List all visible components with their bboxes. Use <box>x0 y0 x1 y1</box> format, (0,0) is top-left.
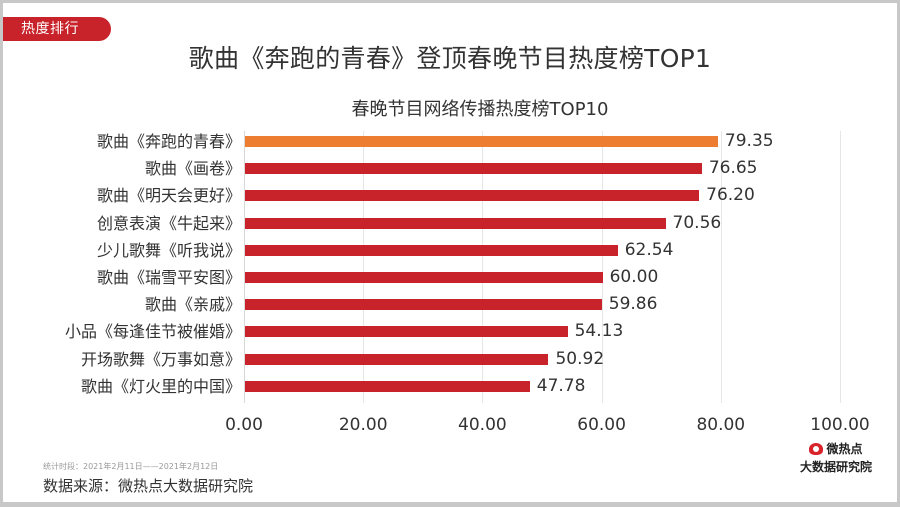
bar-row: 歌曲《灯火里的中国》 47.78 <box>3 373 897 400</box>
value-label: 76.65 <box>708 158 758 179</box>
category-label: 歌曲《瑞雪平安图》 <box>96 268 241 287</box>
category-label: 歌曲《奔跑的青春》 <box>96 132 241 151</box>
bar-row: 歌曲《亲戚》 59.86 <box>3 291 897 318</box>
gridline <box>482 131 484 403</box>
infographic-card: 热度排行 歌曲《奔跑的青春》登顶春晚节目热度榜TOP1 春晚节目网络传播热度榜T… <box>3 3 897 502</box>
gridline <box>363 131 365 403</box>
logo-line2: 大数据研究院 <box>799 460 872 474</box>
bar <box>245 326 568 338</box>
value-label: 62.54 <box>624 239 674 260</box>
x-tick-label: 40.00 <box>458 415 507 435</box>
bar <box>245 353 549 365</box>
weirediandian-logo: 微热点 大数据研究院 <box>781 440 891 475</box>
bar <box>245 217 666 229</box>
bar <box>245 299 602 311</box>
x-tick-label: 20.00 <box>338 415 388 435</box>
category-label: 小品《每逢佳节被催婚》 <box>64 322 241 342</box>
heat-ranking-tag: 热度排行 <box>3 17 111 41</box>
bar-chart: 0.00 20.00 40.00 60.00 80.00 100.00 歌曲《奔跑的青春》 7… <box>3 3 897 502</box>
category-label: 少儿歌舞《听我说》 <box>96 240 241 260</box>
gridline <box>720 131 722 403</box>
bar <box>245 244 618 256</box>
statistics-period: 统计时段：2021年2月11日——2021年2月12日 <box>43 462 219 471</box>
bar <box>245 163 702 175</box>
bar-row: 歌曲《明天会更好》 76.20 <box>3 182 897 209</box>
bar-highlighted <box>245 136 718 147</box>
x-tick-label: 0.00 <box>225 415 263 435</box>
logo-line1: 微热点 <box>826 442 863 456</box>
value-label: 60.00 <box>609 267 659 287</box>
value-label: 50.92 <box>555 348 605 369</box>
value-label: 59.86 <box>608 294 658 315</box>
bar-row: 开场歌舞《万事如意》 50.92 <box>3 346 897 373</box>
category-label: 歌曲《亲戚》 <box>144 295 241 315</box>
bar-row: 歌曲《画卷》 76.65 <box>3 155 897 182</box>
category-label: 开场歌舞《万事如意》 <box>80 349 241 369</box>
bar-row: 歌曲《瑞雪平安图》 60.00 <box>3 264 897 291</box>
bar-row: 少儿歌舞《听我说》 62.54 <box>3 237 897 264</box>
category-label: 歌曲《灯火里的中国》 <box>80 376 241 396</box>
x-tick-label: 60.00 <box>577 415 626 435</box>
bar <box>245 380 530 392</box>
x-tick-label: 80.00 <box>696 415 746 435</box>
main-title: 歌曲《奔跑的青春》登顶春晚节目热度榜TOP1 <box>188 44 712 73</box>
category-label: 歌曲《画卷》 <box>144 159 241 179</box>
data-source: 数据来源：微热点大数据研究院 <box>43 477 254 495</box>
value-label: 79.35 <box>724 131 774 151</box>
bar <box>245 190 700 202</box>
chart-title: 春晚节目网络传播热度榜TOP10 <box>351 99 609 120</box>
x-tick-label: 100.00 <box>810 415 870 435</box>
weibo-eye-icon <box>809 442 824 455</box>
value-label: 76.20 <box>706 185 755 206</box>
gridline <box>840 131 841 403</box>
bar <box>245 272 603 283</box>
value-label: 47.78 <box>536 375 586 396</box>
value-label: 54.13 <box>574 321 624 342</box>
bar-row: 创意表演《牛起来》 70.56 <box>3 210 897 237</box>
bar-row: 歌曲《奔跑的青春》 79.35 <box>3 128 897 155</box>
category-label: 创意表演《牛起来》 <box>96 213 241 233</box>
gridline <box>601 131 603 403</box>
bar-row: 小品《每逢佳节被催婚》 54.13 <box>3 318 897 345</box>
category-label: 歌曲《明天会更好》 <box>96 186 241 206</box>
gridline <box>244 131 245 403</box>
value-label: 70.56 <box>672 212 722 233</box>
